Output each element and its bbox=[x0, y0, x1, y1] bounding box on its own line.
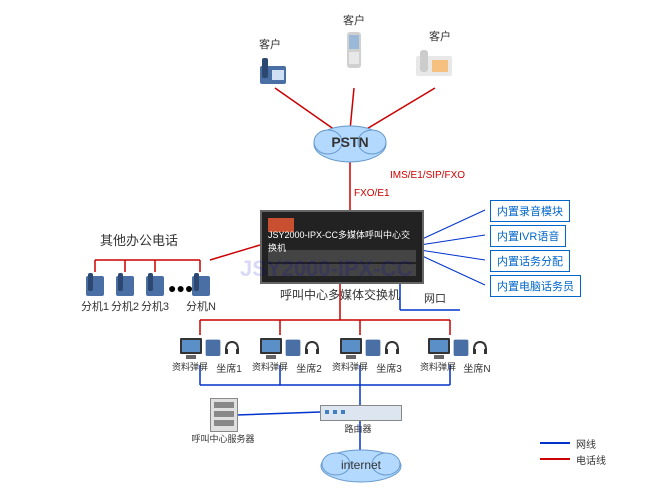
internet-label: internet bbox=[334, 458, 388, 472]
seat-phone-icon-n bbox=[452, 336, 470, 358]
seat-phone-icon-3 bbox=[364, 336, 382, 358]
popup-label-1: 资料弹屏 bbox=[168, 360, 212, 373]
seat-label-2: 坐席2 bbox=[292, 360, 326, 375]
seat-label-1: 坐席1 bbox=[212, 360, 246, 375]
feature-box-3: 内置话务分配 bbox=[490, 250, 570, 272]
popup-label-2: 资料弹屏 bbox=[248, 360, 292, 373]
ext-label-1: 分机1 bbox=[80, 298, 110, 314]
legend-phone-text: 电话线 bbox=[576, 452, 606, 467]
seat-phone-icon-1 bbox=[204, 336, 222, 358]
headset-icon-1 bbox=[224, 340, 240, 356]
seat-phone-icon-2 bbox=[284, 336, 302, 358]
server-label: 呼叫中心服务器 bbox=[188, 432, 258, 445]
switch-caption: 呼叫中心多媒体交换机 bbox=[280, 286, 400, 303]
feature-box-1: 内置录音模块 bbox=[490, 200, 570, 222]
router-icon bbox=[320, 405, 402, 421]
desk-phone-icon bbox=[258, 56, 288, 86]
switch-model-label: JSY2000-IPX-CC多媒体呼叫中心交换机 bbox=[268, 228, 418, 254]
pc-icon-3 bbox=[338, 336, 364, 360]
feature-box-2: 内置IVR语音 bbox=[490, 225, 566, 247]
server-icon bbox=[210, 398, 238, 432]
headset-icon-2 bbox=[304, 340, 320, 356]
popup-label-n: 资料弹屏 bbox=[416, 360, 460, 373]
ext-phone-icon-1 bbox=[84, 272, 106, 298]
router-label: 路由器 bbox=[338, 422, 378, 435]
protocol-text: IMS/E1/SIP/FXO bbox=[390, 170, 465, 181]
ext-phone-icon-n bbox=[190, 272, 212, 298]
pc-icon-1 bbox=[178, 336, 204, 360]
customer-label-1: 客户 bbox=[250, 36, 290, 52]
office-phone-icon bbox=[414, 48, 454, 78]
ext-label-3: 分机3 bbox=[140, 298, 170, 314]
headset-icon-n bbox=[472, 340, 488, 356]
customer-label-3: 客户 bbox=[420, 28, 460, 44]
fxo-e1-text: FXO/E1 bbox=[354, 188, 390, 199]
pstn-label: PSTN bbox=[326, 134, 374, 150]
ext-phone-icon-3 bbox=[144, 272, 166, 298]
pc-icon-n bbox=[426, 336, 452, 360]
headset-icon-3 bbox=[384, 340, 400, 356]
other-phones-title: 其他办公电话 bbox=[100, 230, 178, 249]
ext-label-2: 分机2 bbox=[110, 298, 140, 314]
watermark-text: JSY2000-IPX-CC bbox=[240, 256, 412, 282]
ext-phone-icon-2 bbox=[114, 272, 136, 298]
legend-net-line bbox=[540, 442, 570, 444]
net-port-label: 网口 bbox=[420, 290, 450, 306]
pc-icon-2 bbox=[258, 336, 284, 360]
seat-label-n: 坐席N bbox=[460, 360, 494, 375]
legend-phone-line bbox=[540, 458, 570, 460]
seat-label-3: 坐席3 bbox=[372, 360, 406, 375]
ext-label-n: 分机N bbox=[186, 298, 216, 314]
popup-label-3: 资料弹屏 bbox=[328, 360, 372, 373]
mobile-phone-icon bbox=[345, 30, 363, 70]
feature-box-4: 内置电脑话务员 bbox=[490, 275, 581, 297]
customer-label-2: 客户 bbox=[334, 12, 374, 28]
legend-net-text: 网线 bbox=[576, 436, 596, 451]
